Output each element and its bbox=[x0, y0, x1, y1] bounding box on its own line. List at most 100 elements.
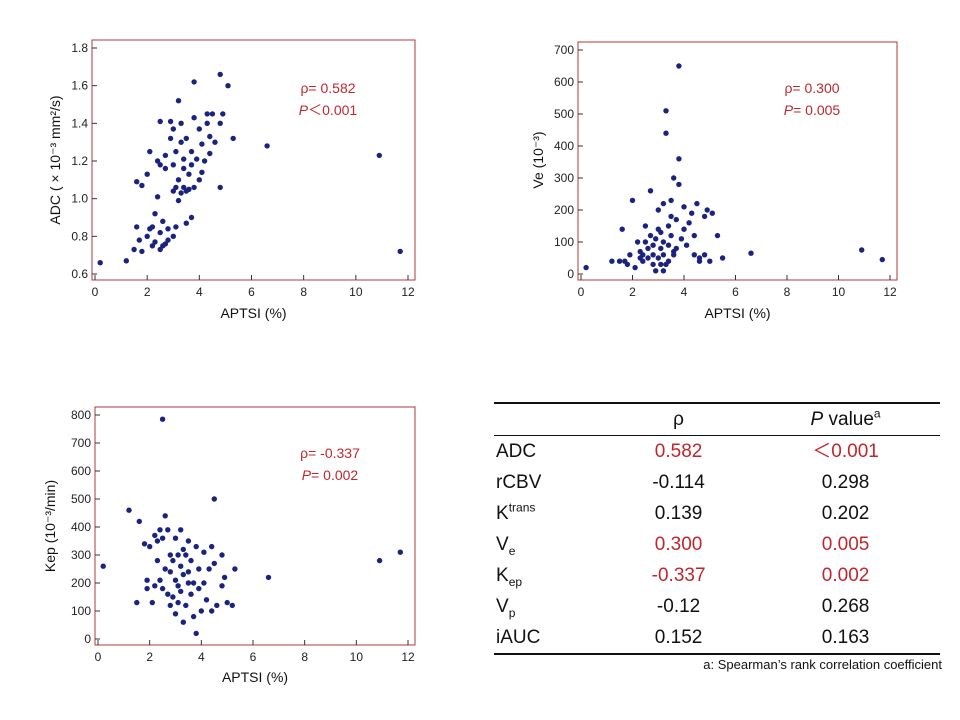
data-point bbox=[632, 264, 638, 271]
data-point bbox=[209, 608, 215, 614]
table-row: Ktrans 0.139 0.202 bbox=[494, 498, 940, 529]
data-point bbox=[157, 162, 163, 168]
data-point bbox=[217, 71, 223, 78]
data-point bbox=[149, 224, 156, 230]
y-tick-label: 700 bbox=[554, 43, 574, 57]
y-tick-label: 400 bbox=[554, 139, 574, 153]
x-tick-label: 2 bbox=[144, 285, 151, 299]
data-point bbox=[170, 126, 176, 132]
data-point bbox=[653, 268, 659, 274]
y-tick-label: 500 bbox=[554, 107, 574, 121]
data-point bbox=[704, 207, 710, 213]
data-point bbox=[397, 549, 403, 555]
table-header-p-value: P valuea bbox=[810, 406, 881, 430]
data-point bbox=[229, 602, 235, 609]
data-point bbox=[230, 135, 236, 142]
y-axis-label: Ve (10⁻³) bbox=[530, 131, 546, 188]
x-axis-label: APTSI (%) bbox=[704, 305, 770, 321]
table-variable-name: Ktrans bbox=[496, 500, 536, 524]
x-tick-label: 12 bbox=[401, 285, 415, 299]
data-point bbox=[645, 255, 651, 261]
data-point bbox=[683, 242, 690, 248]
scatter-plot-adc: 0.6 0.8 1.0 1.2 1.4 1.6 1.8 0 2 4 6 8 10 12 APTSI (%) A… bbox=[47, 39, 416, 321]
data-point bbox=[198, 608, 204, 614]
data-point bbox=[668, 213, 674, 220]
data-point bbox=[655, 255, 661, 261]
data-point bbox=[175, 552, 181, 558]
data-point bbox=[157, 527, 163, 533]
table-row: ADC 0.582 ＜0.001 bbox=[494, 436, 940, 468]
y-axis-label: Kep (10⁻³/min) bbox=[42, 480, 58, 572]
data-point bbox=[180, 619, 186, 625]
data-point bbox=[376, 152, 382, 159]
x-tick-label: 12 bbox=[883, 285, 897, 299]
x-tick-label: 0 bbox=[92, 285, 99, 299]
data-point bbox=[175, 197, 182, 204]
data-point bbox=[157, 118, 163, 125]
data-point bbox=[181, 156, 187, 162]
data-point bbox=[152, 239, 158, 245]
data-point bbox=[671, 175, 677, 181]
data-point bbox=[154, 557, 161, 564]
data-point bbox=[170, 594, 176, 600]
data-point bbox=[640, 258, 646, 264]
table-p-value: 0.163 bbox=[821, 627, 870, 648]
table-row: iAUC 0.152 0.163 bbox=[494, 622, 940, 654]
table-row: Ve 0.300 0.005 bbox=[494, 529, 940, 560]
data-point bbox=[139, 248, 145, 255]
data-point bbox=[178, 527, 184, 533]
data-point bbox=[134, 179, 140, 185]
data-point bbox=[193, 630, 199, 637]
table-variable-name: Ve bbox=[496, 534, 516, 558]
data-point bbox=[183, 135, 189, 142]
table-row: Kep -0.337 0.002 bbox=[494, 560, 940, 591]
data-point bbox=[178, 588, 184, 595]
y-tick-label: 100 bbox=[71, 604, 91, 618]
data-point bbox=[126, 507, 132, 513]
data-point bbox=[214, 602, 220, 609]
data-point bbox=[186, 186, 192, 192]
data-point bbox=[668, 197, 674, 204]
data-point bbox=[175, 599, 181, 606]
data-point bbox=[183, 220, 189, 226]
data-point bbox=[209, 543, 215, 550]
x-tick-label: 6 bbox=[732, 285, 739, 299]
data-point bbox=[188, 162, 195, 168]
y-tick-label: 300 bbox=[71, 548, 91, 562]
table-row: rCBV -0.114 0.298 bbox=[494, 467, 940, 498]
data-point bbox=[165, 527, 171, 533]
data-point bbox=[193, 543, 199, 550]
data-point bbox=[162, 152, 169, 159]
data-point bbox=[219, 583, 225, 589]
data-point bbox=[629, 197, 636, 204]
data-point bbox=[701, 252, 708, 258]
data-point bbox=[178, 120, 184, 127]
data-point bbox=[663, 108, 669, 114]
x-tick-label: 12 bbox=[401, 650, 415, 664]
data-point bbox=[173, 148, 179, 155]
data-point bbox=[178, 563, 184, 569]
y-tick-label: 600 bbox=[71, 464, 91, 478]
x-tick-label: 2 bbox=[629, 285, 636, 299]
table-p-value: 0.202 bbox=[821, 503, 870, 524]
data-point bbox=[172, 535, 179, 541]
data-point bbox=[619, 226, 625, 232]
data-point bbox=[196, 566, 202, 572]
data-point bbox=[204, 120, 210, 127]
data-point bbox=[131, 246, 137, 253]
data-point bbox=[650, 261, 656, 268]
table-rho-value: 0.152 bbox=[654, 627, 703, 648]
data-point bbox=[201, 158, 208, 164]
data-point bbox=[172, 577, 179, 583]
data-point bbox=[167, 602, 173, 609]
data-point bbox=[144, 585, 150, 592]
data-point bbox=[691, 252, 697, 258]
data-point bbox=[152, 211, 158, 217]
data-point bbox=[264, 143, 270, 149]
y-tick-label: 0.8 bbox=[71, 229, 88, 243]
data-point bbox=[211, 560, 217, 567]
data-point bbox=[196, 585, 202, 592]
plot-frame bbox=[94, 406, 416, 646]
y-tick-label: 1.0 bbox=[71, 192, 88, 206]
data-point bbox=[165, 591, 171, 597]
